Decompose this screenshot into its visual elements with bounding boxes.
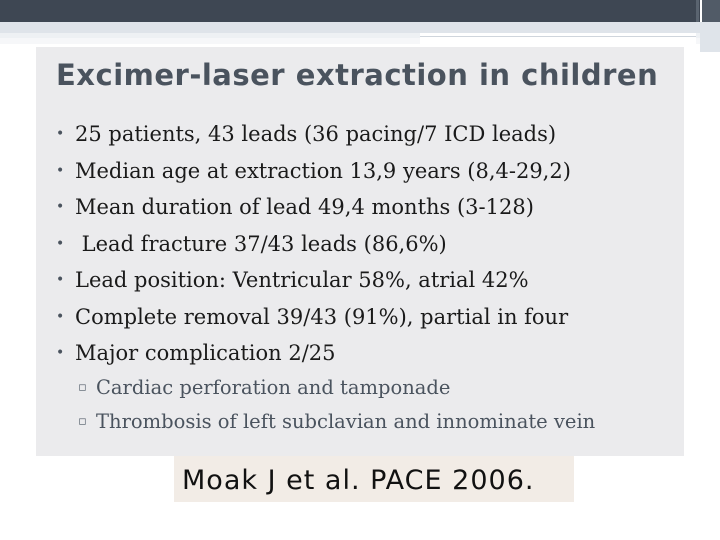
header-strip-notch <box>420 33 696 44</box>
header-strip <box>0 22 720 33</box>
header-strip-lighter <box>0 38 720 44</box>
slide-title: Excimer-laser extraction in children <box>56 58 659 92</box>
content-panel <box>36 47 684 456</box>
header-bar-corner <box>702 0 720 22</box>
bullet-marker: • <box>56 162 65 179</box>
sub-bullet-item: ▫ Cardiac perforation and tamponade <box>78 371 595 405</box>
bullet-item: • Lead fracture 37/43 leads (86,6%) <box>50 226 571 263</box>
bullet-list: • 25 patients, 43 leads (36 pacing/7 ICD … <box>50 116 571 372</box>
header-bar-divider <box>696 0 699 22</box>
sub-bullet-item: ▫ Thrombosis of left subclavian and innom… <box>78 405 595 439</box>
bullet-marker: • <box>56 272 65 288</box>
citation: Moak J et al. PACE 2006. <box>174 456 574 502</box>
header-corner-block <box>700 22 720 52</box>
bullet-text: Complete removal 39/43 (91%), partial in… <box>75 304 569 329</box>
bullet-item: • Median age at extraction 13,9 years (8,… <box>50 153 571 190</box>
sub-bullet-list: ▫ Cardiac perforation and tamponade ▫ Thro… <box>78 371 595 439</box>
bullet-marker: • <box>56 308 65 325</box>
bullet-marker: • <box>56 199 65 215</box>
bullet-item: • Mean duration of lead 49,4 months (3-12… <box>50 189 571 226</box>
sub-bullet-marker: ▫ <box>78 414 87 429</box>
sub-bullet-text: Cardiac perforation and tamponade <box>96 376 451 399</box>
bullet-text: Major complication 2/25 <box>75 341 336 365</box>
bullet-marker: • <box>56 235 65 252</box>
header-strip-line <box>420 36 696 37</box>
bullet-text: Median age at extraction 13,9 years (8,4… <box>75 158 571 183</box>
bullet-item: • Lead position: Ventricular 58%, atrial … <box>50 262 571 299</box>
bullet-text: 25 patients, 43 leads (36 pacing/7 ICD l… <box>75 122 557 146</box>
bullet-text: Mean duration of lead 49,4 months (3-128… <box>75 195 534 219</box>
bullet-item: • Major complication 2/25 <box>50 335 571 372</box>
header-strip-light <box>0 33 720 38</box>
bullet-marker: • <box>56 126 65 142</box>
bullet-text: Lead position: Ventricular 58%, atrial 4… <box>75 268 529 292</box>
bullet-marker: • <box>56 345 65 361</box>
sub-bullet-marker: ▫ <box>78 380 87 395</box>
sub-bullet-text: Thrombosis of left subclavian and innomi… <box>96 410 596 433</box>
bullet-text: Lead fracture 37/43 leads (86,6%) <box>75 231 447 256</box>
bullet-item: • 25 patients, 43 leads (36 pacing/7 ICD … <box>50 116 571 153</box>
bullet-item: • Complete removal 39/43 (91%), partial i… <box>50 299 571 336</box>
header-bar <box>0 0 700 22</box>
